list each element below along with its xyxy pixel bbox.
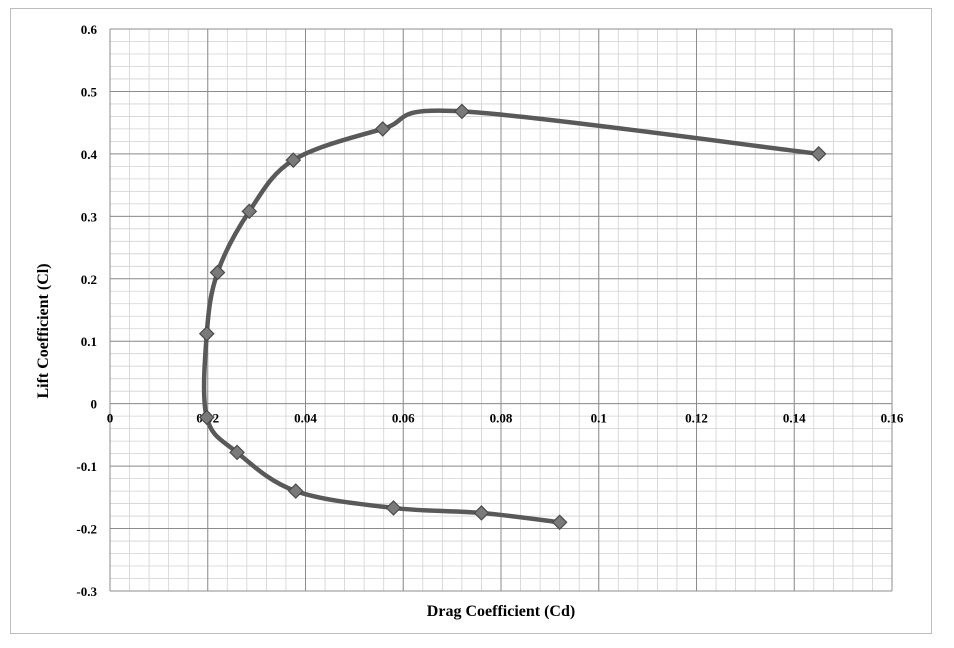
y-tick-label: 0.1 <box>81 334 97 349</box>
data-point-marker <box>374 121 391 137</box>
x-tick-label: 0.1 <box>591 411 607 426</box>
data-point-marker <box>241 203 258 220</box>
y-tick-label: 0.4 <box>81 147 98 162</box>
x-tick-label: 0.06 <box>392 411 415 426</box>
y-tick-label: 0.3 <box>81 209 98 224</box>
data-point-marker <box>810 146 827 162</box>
y-tick-label: 0.2 <box>81 272 97 287</box>
x-tick-label: 0 <box>107 411 114 426</box>
x-tick-label: 0.14 <box>783 411 806 426</box>
x-tick-label: 0.08 <box>490 411 513 426</box>
data-point-marker <box>385 500 402 516</box>
data-point-marker <box>285 152 302 168</box>
x-tick-label: 0.04 <box>294 411 317 426</box>
data-point-marker <box>454 103 470 120</box>
y-tick-labels: 0.6 0.5 0.4 0.3 0.2 0.1 0 -0.1 -0.2 -0.3 <box>76 22 97 599</box>
y-tick-label: -0.2 <box>76 522 97 537</box>
y-tick-label: 0 <box>91 397 98 412</box>
data-point-marker <box>551 514 568 531</box>
data-point-marker <box>473 505 490 521</box>
series-group <box>198 103 827 531</box>
y-tick-label: -0.3 <box>76 584 97 599</box>
x-tick-label: 0.12 <box>685 411 708 426</box>
x-tick-label: 0.16 <box>881 411 904 426</box>
chart-frame: 00.020.040.060.080.10.120.140.16 0.60.50… <box>10 8 932 634</box>
y-tick-label: -0.1 <box>76 459 97 474</box>
x-tick-labels: 00.020.040.060.080.10.120.140.16 <box>107 411 904 426</box>
y-tick-label: 0.5 <box>81 84 98 99</box>
y-axis-title: Lift Coefficient (Cl) <box>35 263 52 398</box>
drag-polar-chart: 00.020.040.060.080.10.120.140.16 0.60.50… <box>35 22 904 620</box>
y-tick-label: 0.6 <box>81 22 98 37</box>
data-point-marker <box>209 264 226 281</box>
major-gridlines <box>109 28 893 592</box>
data-point-marker <box>287 483 304 499</box>
data-point-marker <box>198 409 215 426</box>
data-point-marker <box>198 325 215 342</box>
x-axis-title: Drag Coefficient (Cd) <box>427 603 575 620</box>
data-point-marker <box>229 444 245 461</box>
